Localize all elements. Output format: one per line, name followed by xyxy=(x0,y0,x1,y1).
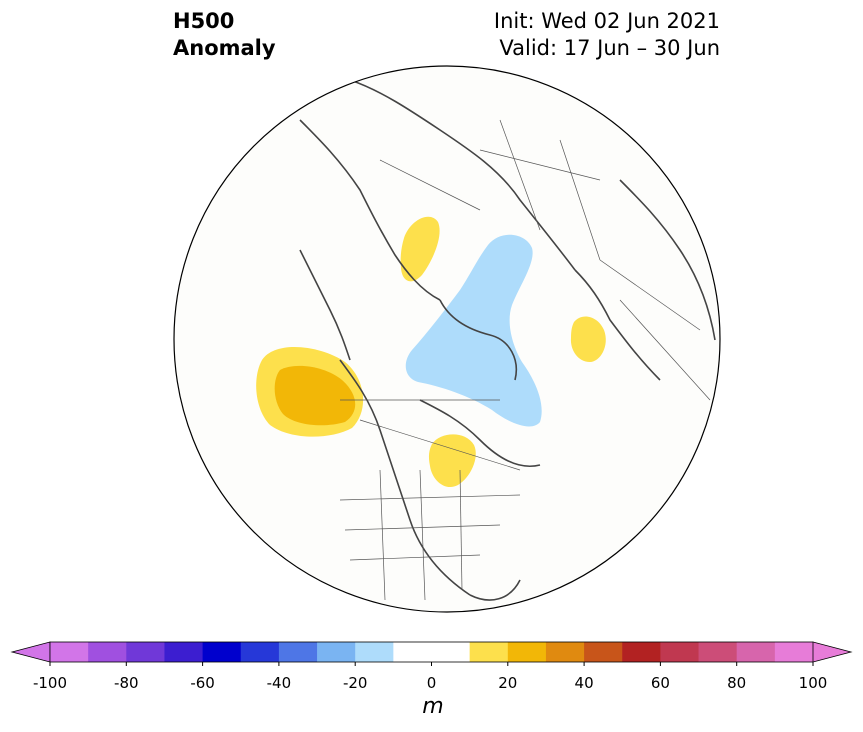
colorbar-extend-low xyxy=(10,641,51,663)
anomaly-positive-pacific-strong xyxy=(274,365,356,426)
colorbar-tick-label: 0 xyxy=(426,674,437,692)
anomaly-positive-hudson xyxy=(428,434,476,488)
title-type: Anomaly xyxy=(173,36,276,60)
colorbar-bin xyxy=(278,642,318,662)
colorbar-tick-label: -100 xyxy=(32,674,68,692)
init-date: Init: Wed 02 Jun 2021 xyxy=(493,9,720,33)
colorbar-bin xyxy=(622,642,661,662)
colorbar-bin xyxy=(584,642,623,662)
colorbar-tick-label: 100 xyxy=(798,674,828,692)
colorbar-bin xyxy=(240,642,280,662)
colorbar-bin xyxy=(469,642,509,662)
anomaly-negative-greenland xyxy=(405,234,542,427)
colorbar-tick-label: -60 xyxy=(190,674,215,692)
colorbar-tick-label: -20 xyxy=(342,674,368,692)
coastlines xyxy=(299,79,716,601)
anomaly-positive-europe xyxy=(570,316,606,362)
polar-map xyxy=(173,65,721,613)
colorbar-bin xyxy=(355,642,394,662)
colorbar-tick-label: 60 xyxy=(650,674,670,692)
colorbar-bin xyxy=(88,642,127,662)
colorbar-bin xyxy=(317,642,356,662)
title-variable: H500 xyxy=(173,9,235,33)
colorbar-extend-high xyxy=(812,641,853,663)
map-boundary xyxy=(173,65,721,613)
colorbar-bin xyxy=(698,642,738,662)
colorbar-bin xyxy=(164,642,204,662)
colorbar-tick-label: -40 xyxy=(266,674,292,692)
valid-period: Valid: 17 Jun – 30 Jun xyxy=(499,36,720,60)
colorbar-tick-label: -80 xyxy=(114,674,139,692)
colorbar-bin xyxy=(660,642,700,662)
colorbar xyxy=(10,641,853,666)
colorbar-bin xyxy=(126,642,165,662)
colorbar-bin xyxy=(202,642,242,662)
map-dates: Init: Wed 02 Jun 2021 Valid: 17 Jun – 30… xyxy=(494,8,720,62)
anomaly-positive-siberia xyxy=(400,216,440,282)
colorbar-bin xyxy=(50,642,89,662)
colorbar-bin xyxy=(736,642,776,662)
colorbar-tick-label: 20 xyxy=(498,674,518,692)
colorbar-units: m xyxy=(422,694,444,719)
colorbar-tick-label: 80 xyxy=(727,674,747,692)
colorbar-bin xyxy=(431,642,471,662)
colorbar-bin xyxy=(507,642,547,662)
colorbar-bin xyxy=(545,642,585,662)
colorbar-bin xyxy=(774,642,814,662)
colorbar-bin xyxy=(393,642,432,662)
colorbar-tick-label: 40 xyxy=(574,674,594,692)
political-borders xyxy=(339,119,711,601)
map-title: H500 Anomaly xyxy=(173,8,276,62)
